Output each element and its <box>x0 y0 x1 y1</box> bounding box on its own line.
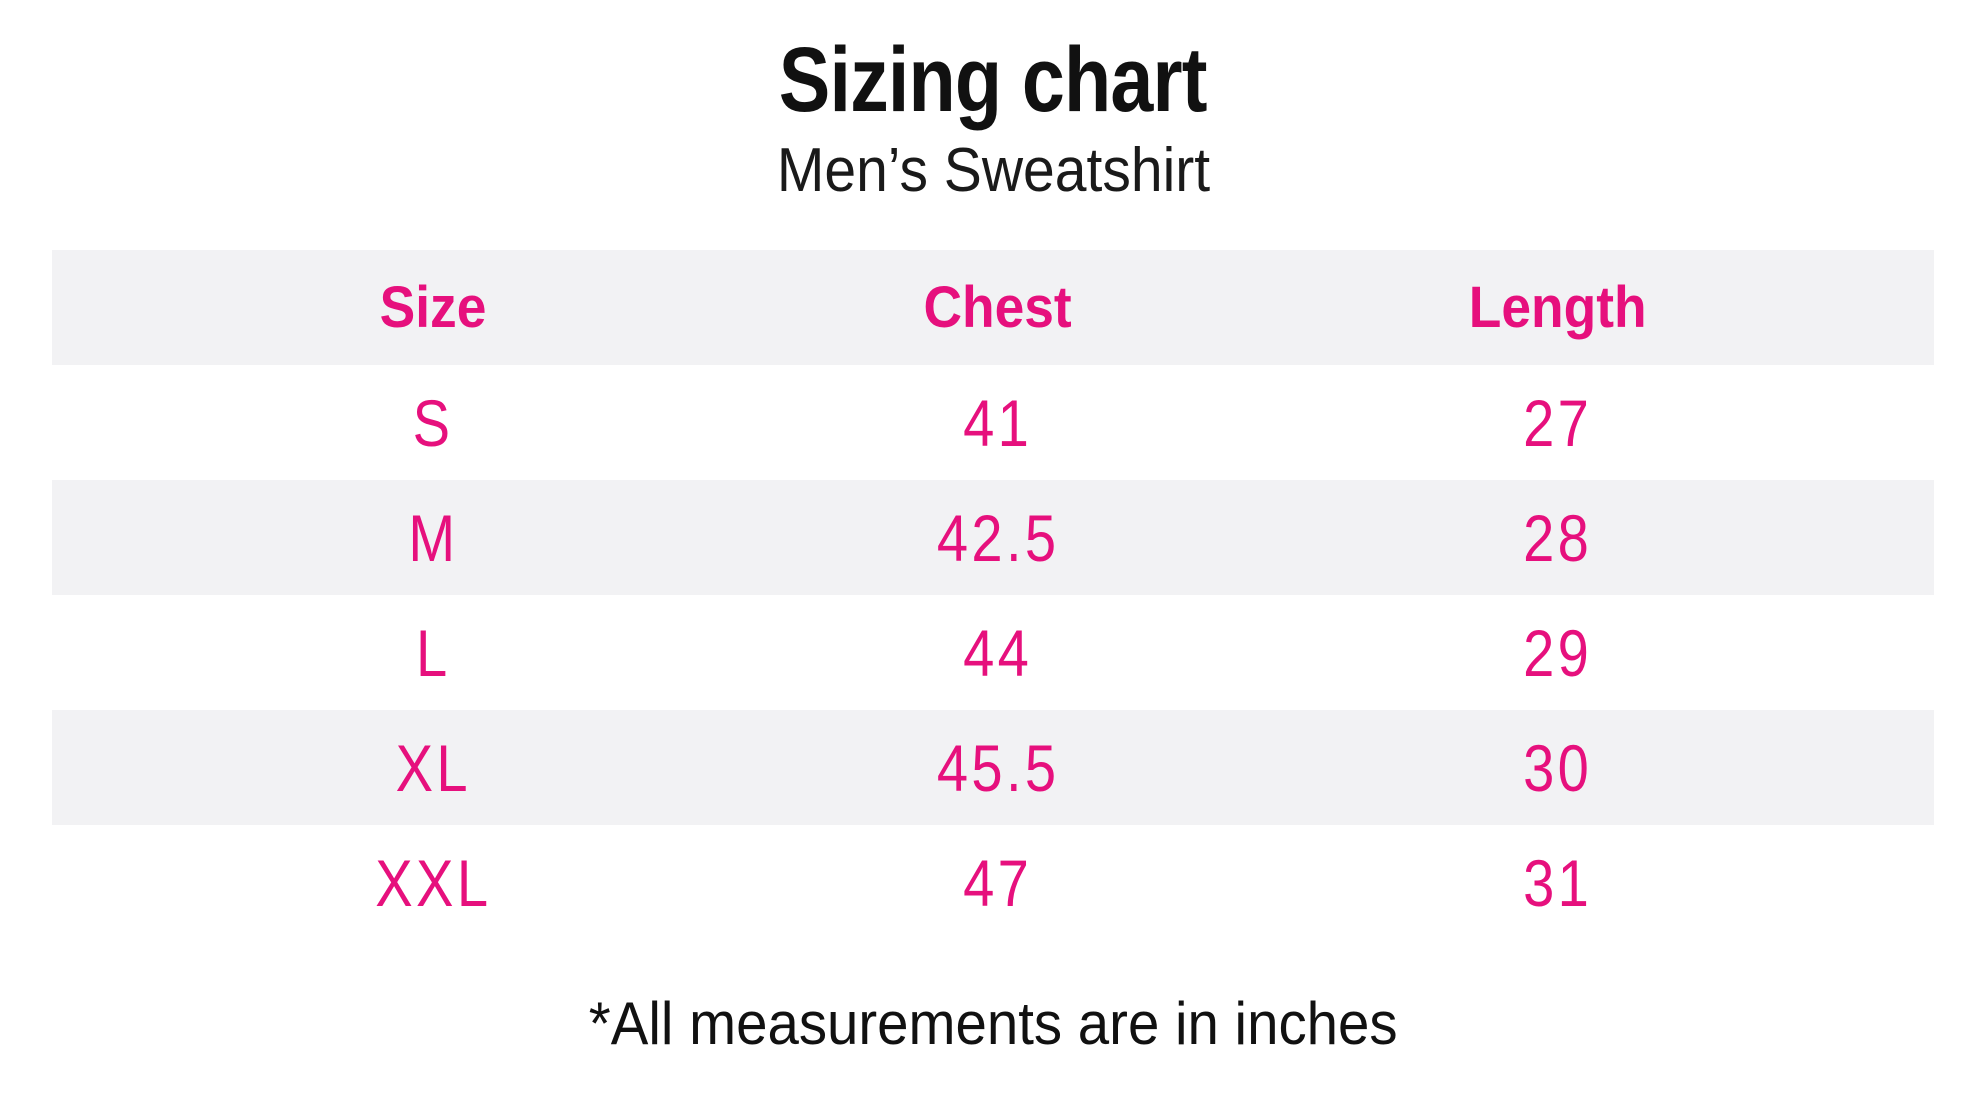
table-row-xl: XL 45.5 30 <box>52 710 1934 825</box>
chest-value: 45.5 <box>936 730 1060 805</box>
chest-cell: 42.5 <box>814 500 1181 576</box>
size-cell: M <box>52 500 814 576</box>
length-value: 29 <box>1523 615 1593 690</box>
chest-cell: 45.5 <box>814 730 1181 806</box>
column-header-length-label: Length <box>1468 275 1647 340</box>
table-header-row: Size Chest Length <box>52 250 1934 365</box>
column-header-size-label: Size <box>379 275 487 340</box>
size-value: S <box>412 385 454 460</box>
column-header-size: Size <box>52 274 814 341</box>
page-title-text: Sizing chart <box>779 29 1208 131</box>
column-header-chest-label: Chest <box>923 275 1072 340</box>
size-cell: S <box>52 385 814 461</box>
footnote: *All measurements are in inches <box>0 992 1986 1055</box>
length-cell: 27 <box>1181 385 1934 461</box>
table-row-xxl: XXL 47 31 <box>52 825 1934 940</box>
column-header-chest: Chest <box>814 274 1181 341</box>
size-value: XL <box>395 730 471 805</box>
size-cell: XXL <box>52 845 814 921</box>
size-value: XXL <box>375 845 492 920</box>
table-body: S 41 27 M 42.5 28 L 44 29 XL 45.5 30 XXL 47 31 <box>52 365 1934 940</box>
length-cell: 30 <box>1181 730 1934 806</box>
length-cell: 31 <box>1181 845 1934 921</box>
chest-value: 47 <box>963 845 1033 920</box>
table-row-l: L 44 29 <box>52 595 1934 710</box>
page-title: Sizing chart <box>0 0 1986 126</box>
sizing-table: Size Chest Length S 41 27 M 42.5 28 L 44 29 XL 45.… <box>52 250 1934 940</box>
size-cell: XL <box>52 730 814 806</box>
length-value: 27 <box>1523 385 1593 460</box>
chest-cell: 44 <box>814 615 1181 691</box>
length-value: 31 <box>1523 845 1593 920</box>
length-value: 28 <box>1523 500 1593 575</box>
column-header-length: Length <box>1181 274 1934 341</box>
size-cell: L <box>52 615 814 691</box>
chest-cell: 47 <box>814 845 1181 921</box>
table-row-m: M 42.5 28 <box>52 480 1934 595</box>
length-cell: 28 <box>1181 500 1934 576</box>
page-subtitle: Men’s Sweatshirt <box>0 140 1986 202</box>
chest-value: 41 <box>963 385 1033 460</box>
length-cell: 29 <box>1181 615 1934 691</box>
table-row-s: S 41 27 <box>52 365 1934 480</box>
chest-value: 44 <box>963 615 1033 690</box>
page-subtitle-text: Men’s Sweatshirt <box>776 136 1210 205</box>
size-value: M <box>408 500 459 575</box>
chest-value: 42.5 <box>936 500 1060 575</box>
size-value: L <box>415 615 451 690</box>
footnote-text: *All measurements are in inches <box>588 990 1398 1057</box>
chest-cell: 41 <box>814 385 1181 461</box>
length-value: 30 <box>1523 730 1593 805</box>
